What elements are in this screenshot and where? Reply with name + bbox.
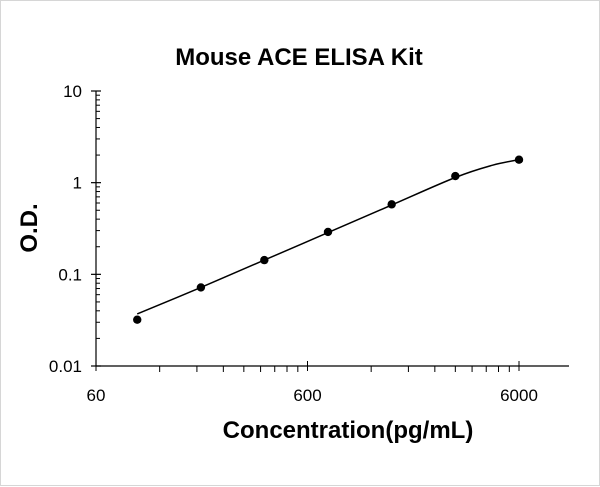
data-point <box>451 171 460 181</box>
fit-curve-group <box>136 158 520 315</box>
y-tick-label: 0.01 <box>49 357 82 376</box>
data-point <box>323 227 333 237</box>
data-point <box>133 315 142 324</box>
fit-curve <box>136 158 520 315</box>
y-tick-label: 10 <box>63 82 82 101</box>
data-point <box>260 255 269 265</box>
data-point <box>387 200 396 209</box>
data-point <box>514 155 524 164</box>
x-axis-title: Concentration(pg/mL) <box>223 417 474 444</box>
axes: 0.01 0.1 1 10 60 600 6000 <box>49 82 569 405</box>
y-tick-label: 1 <box>73 174 82 193</box>
y-tick-label: 0.1 <box>58 265 82 284</box>
x-tick-label: 60 <box>87 386 106 405</box>
x-tick-label: 6000 <box>500 386 538 405</box>
chart-title: Mouse ACE ELISA Kit <box>175 44 423 71</box>
data-point <box>196 283 206 292</box>
data-points <box>133 155 524 324</box>
x-tick-label: 600 <box>293 386 321 405</box>
y-axis-title: O.D. <box>16 203 43 252</box>
